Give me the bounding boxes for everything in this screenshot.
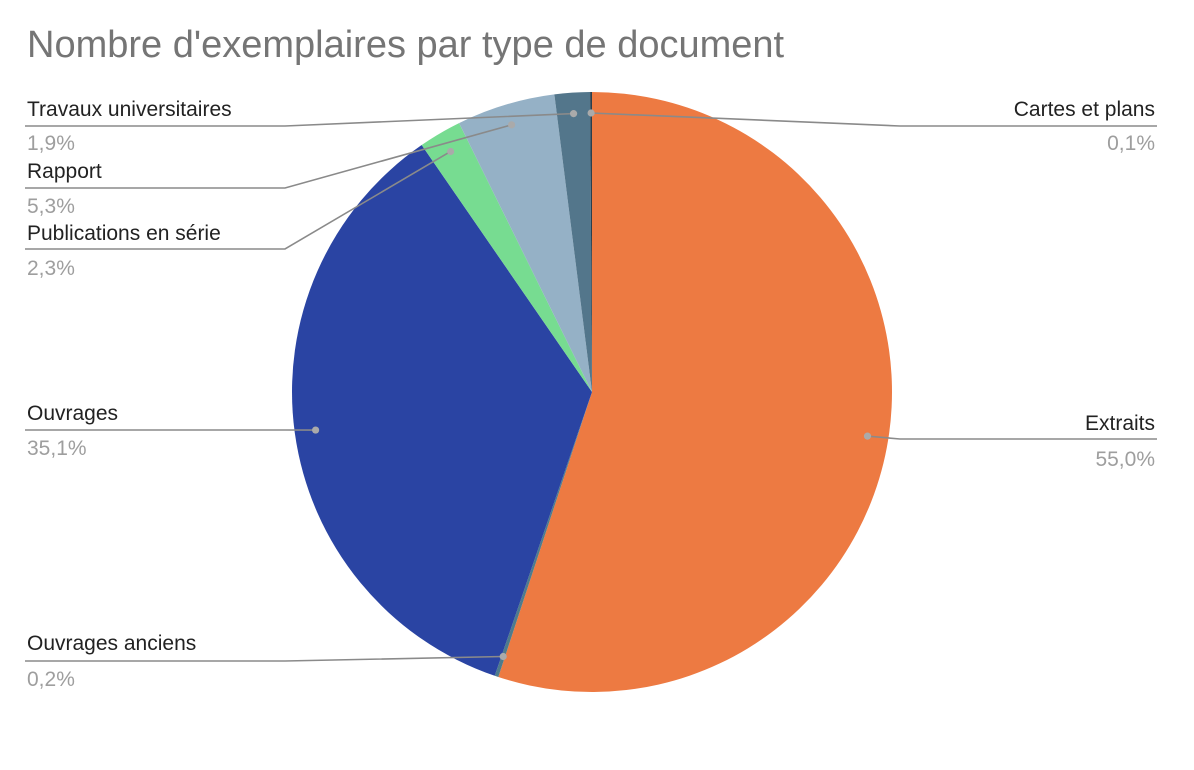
slice-percent-1: 0,2% <box>27 668 75 691</box>
slice-percent-0: 55,0% <box>1095 448 1155 471</box>
leader-line-4 <box>25 124 512 189</box>
slice-percent-2: 35,1% <box>27 437 87 460</box>
slice-percent-4: 5,3% <box>27 195 75 218</box>
leader-line-6 <box>591 112 1157 127</box>
leader-dot-1 <box>499 652 507 661</box>
pie-slice-5 <box>554 92 592 393</box>
leader-dot-6 <box>587 109 595 117</box>
slice-label-0: Extraits <box>1085 412 1155 435</box>
slice-label-6: Cartes et plans <box>1014 98 1155 121</box>
pie-slice-0 <box>498 92 893 692</box>
pie-slices <box>292 92 893 692</box>
leader-line-5 <box>25 112 574 127</box>
leader-dot-0 <box>863 432 872 440</box>
pie-slice-6 <box>590 92 592 392</box>
pie-slice-4 <box>459 94 592 392</box>
chart-title: Nombre d'exemplaires par type de documen… <box>27 24 785 66</box>
slice-percent-6: 0,1% <box>1107 132 1155 155</box>
leader-line-3 <box>25 150 452 250</box>
slice-label-5: Travaux universitaires <box>27 98 232 121</box>
slice-label-1: Ouvrages anciens <box>27 632 196 655</box>
slice-label-2: Ouvrages <box>27 402 118 425</box>
pie-slice-2 <box>292 145 592 676</box>
leader-dot-3 <box>447 147 455 156</box>
pie-slice-1 <box>494 392 592 677</box>
leader-dot-5 <box>569 110 578 118</box>
slice-percent-5: 1,9% <box>27 132 75 155</box>
slice-label-4: Rapport <box>27 160 102 183</box>
slice-labels: Extraits 55,0% Ouvrages anciens 0,2% Ouvrage… <box>27 98 1155 691</box>
slice-percent-3: 2,3% <box>27 257 75 280</box>
slice-label-3: Publications en série <box>27 222 221 245</box>
leader-dot-4 <box>507 121 516 129</box>
leader-line-1 <box>25 655 504 662</box>
leader-line-0 <box>867 435 1157 440</box>
leader-dot-2 <box>312 426 320 434</box>
pie-slice-3 <box>421 123 592 393</box>
leader-lines <box>25 109 1157 662</box>
